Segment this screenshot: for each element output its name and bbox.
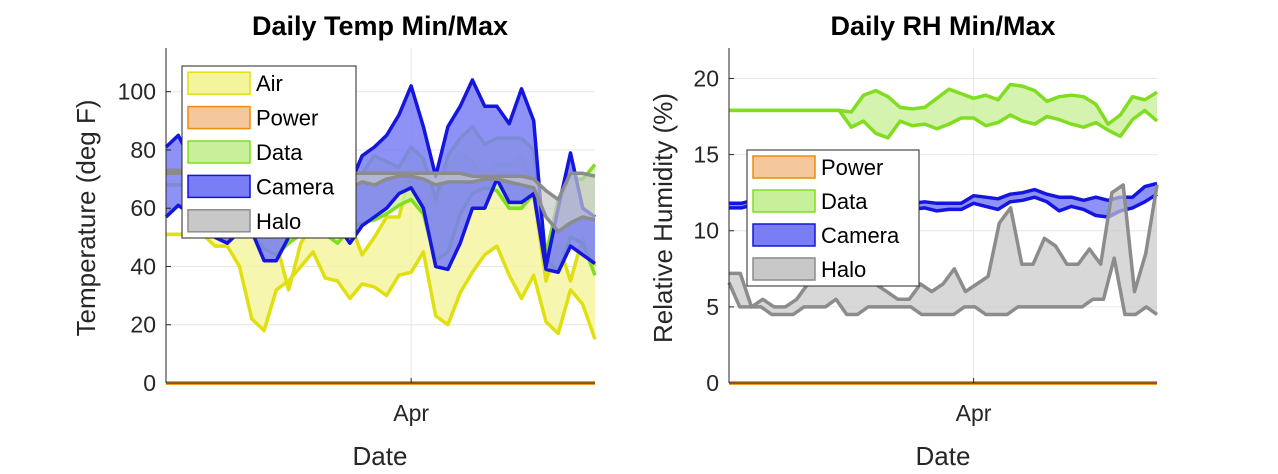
y-tick-label: 10 xyxy=(693,218,719,244)
y-tick-label: 20 xyxy=(130,312,156,338)
legend-swatch xyxy=(187,140,251,164)
y-tick-label: 0 xyxy=(706,370,719,396)
legend-label: Camera xyxy=(821,223,900,248)
x-tick-label: Apr xyxy=(956,400,992,426)
y-tick-label: 40 xyxy=(130,253,156,279)
legend-label: Data xyxy=(256,140,303,165)
legend-label: Halo xyxy=(256,209,301,234)
legend-swatch xyxy=(752,155,816,179)
axes: 0 5 10 15 20 Apr xyxy=(693,48,1157,426)
y-tick-label: 15 xyxy=(693,142,719,168)
y-axis-label: Relative Humidity (%) xyxy=(648,93,678,343)
legend-label: Halo xyxy=(821,257,866,282)
legend-swatch xyxy=(187,174,251,199)
legend-swatch xyxy=(752,189,816,213)
legend-label: Power xyxy=(256,106,318,131)
chart-title: Daily RH Min/Max xyxy=(830,11,1055,41)
series-band xyxy=(729,84,1157,138)
x-tick-label: Apr xyxy=(393,400,429,426)
y-tick-label: 5 xyxy=(706,294,719,320)
series-data xyxy=(729,82,1159,140)
legend-label: Air xyxy=(256,71,283,96)
legend-swatch xyxy=(187,71,251,95)
chart-title: Daily Temp Min/Max xyxy=(252,11,508,41)
legend-label: Camera xyxy=(256,174,335,199)
legend-label: Power xyxy=(821,155,883,180)
legend-swatch xyxy=(752,223,816,247)
x-axis-label: Date xyxy=(353,441,408,471)
legend: Power Data Camera Halo xyxy=(746,149,920,287)
series-band xyxy=(729,185,1157,315)
x-axis-label: Date xyxy=(916,441,971,471)
humidity-chart: Daily RH Min/Max 0 5 10 15 20 Apr Date Relati… xyxy=(648,11,1159,471)
series-upper-line xyxy=(729,183,1159,309)
series-lower-line xyxy=(727,256,1159,317)
axes: 0 20 40 60 80 100 Apr xyxy=(118,48,595,426)
legend-swatch xyxy=(187,209,251,233)
series-lower-line xyxy=(729,108,1159,140)
legend-label: Data xyxy=(821,189,868,214)
y-tick-label: 60 xyxy=(130,195,156,221)
y-tick-label: 100 xyxy=(118,79,156,105)
legend-swatch xyxy=(187,105,251,130)
y-axis-label: Temperature (deg F) xyxy=(71,100,101,337)
legend-swatch xyxy=(752,257,816,281)
series-lower-line xyxy=(166,232,597,340)
series-halo xyxy=(727,183,1159,317)
y-tick-label: 80 xyxy=(130,137,156,163)
y-tick-label: 0 xyxy=(143,370,156,396)
legend: Air Power Data Camera Halo xyxy=(181,65,357,239)
y-tick-label: 20 xyxy=(693,65,719,91)
